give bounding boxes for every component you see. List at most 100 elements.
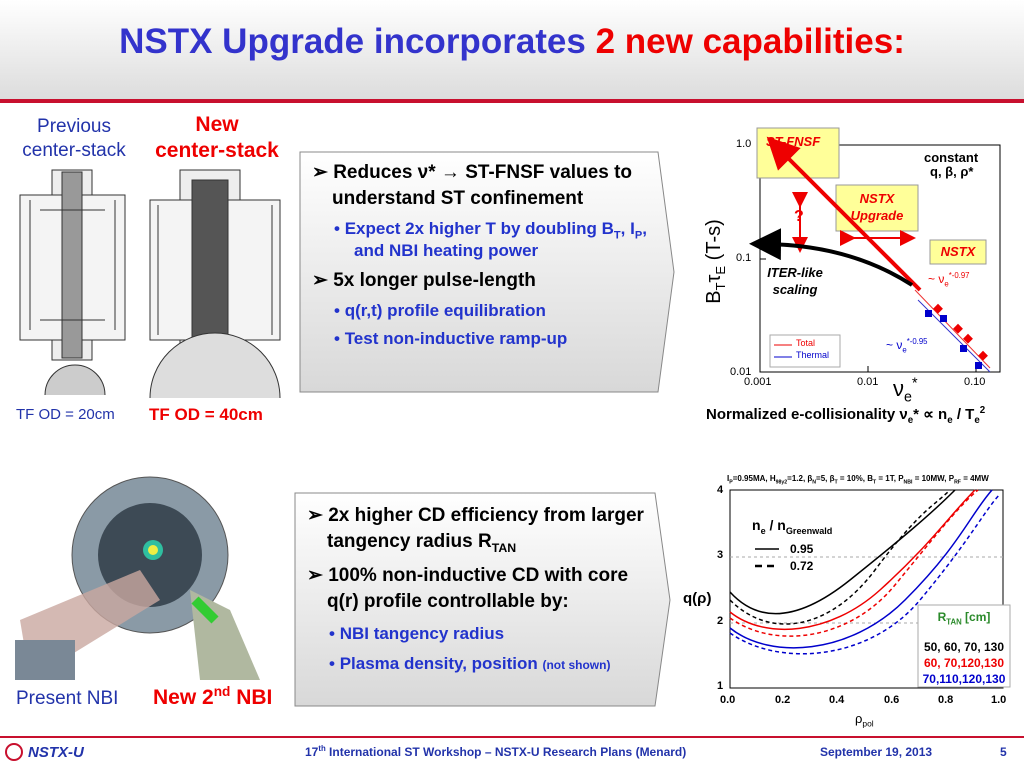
- legend-total: Total: [796, 338, 816, 348]
- text: / n: [765, 517, 786, 533]
- y-tick-label: 2: [717, 615, 724, 627]
- present-nbi: Present NBI: [16, 688, 119, 709]
- question: ?: [794, 208, 804, 225]
- text: =0.95MA, H: [732, 474, 776, 483]
- text: R: [937, 610, 947, 624]
- bullet: ➢ Reduces ν* → ST-FNSF values to underst…: [312, 160, 667, 212]
- plot2: [729, 489, 1011, 689]
- text: I: [727, 474, 730, 483]
- subscript: RF: [954, 479, 961, 486]
- tf-previous: TF OD = 20cm: [16, 406, 115, 423]
- plot1-xlabel: νe*: [893, 376, 918, 406]
- bullet-text: NBI tangency radius: [340, 624, 504, 643]
- sub-bullet: • Test non-inductive ramp-up: [334, 328, 669, 350]
- header-rule: [0, 99, 1024, 103]
- sub-bullet: • NBI tangency radius: [329, 623, 664, 645]
- subscript: N: [812, 479, 817, 486]
- plot2-xlabel: ρpol: [855, 711, 874, 728]
- text: 17: [305, 745, 319, 759]
- superscript: *-0.97: [948, 271, 970, 280]
- superscript: 2: [979, 405, 986, 416]
- subscript: Greenwald: [785, 525, 833, 536]
- bullet-marker: •: [329, 624, 340, 643]
- subscript: P: [729, 479, 733, 486]
- plot2-ylabel: q(ρ): [683, 590, 711, 607]
- bullet: ➢ 5x longer pulse-length: [312, 268, 667, 294]
- bullet-marker: •: [334, 301, 345, 320]
- text: ν: [893, 376, 904, 401]
- bullet-text: 5x longer pulse-length: [333, 270, 536, 291]
- new-label: New center-stack: [155, 113, 279, 162]
- subscript: T: [873, 479, 877, 486]
- subscript: P: [634, 229, 643, 242]
- bullet-text: Expect 2x higher T by doubling BT, IP, a…: [345, 219, 647, 260]
- text: q(ρ): [683, 590, 712, 607]
- plot1-caption: Normalized e-collisionality νe* ∝ ne / T…: [706, 405, 986, 426]
- sub-bullet: • q(r,t) profile equilibration: [334, 300, 669, 322]
- text: Reduces ν* → ST-FNSF values to understan…: [332, 162, 633, 209]
- subscript: T: [712, 282, 728, 291]
- title: NSTX Upgrade incorporates 2 new capabili…: [119, 22, 905, 61]
- x-tick-label: 0.01: [857, 376, 879, 388]
- previous-label: Previous center-stack: [22, 116, 126, 161]
- nbi-drawing: [15, 476, 260, 680]
- legend-095: 0.95: [790, 542, 814, 556]
- text: , and NBI heating power: [354, 219, 647, 260]
- text: NBI tangency radius: [339, 624, 505, 643]
- text: = 10MW, P: [912, 474, 955, 483]
- footer-date: September 19, 2013: [820, 745, 933, 759]
- subscript: E: [712, 265, 728, 275]
- text: =1.2, β: [787, 474, 813, 483]
- subscript: e: [944, 279, 949, 289]
- subscript: T: [613, 229, 621, 242]
- text: New 2: [153, 686, 214, 709]
- text: * ∝ n: [913, 406, 948, 423]
- y-tick-label: 1.0: [736, 138, 752, 150]
- x-tick-label: 0.8: [938, 694, 954, 706]
- plot1-ylabel: BTτE (T-s): [702, 219, 728, 304]
- bullet-text: Test non-inductive ramp-up: [345, 329, 568, 348]
- bullet-marker: ➢: [312, 162, 334, 183]
- x-tick-label: 0.6: [884, 694, 900, 706]
- text: , I: [620, 219, 635, 238]
- y-tick-label: 3: [717, 549, 724, 561]
- bullet-text: 100% non-inductive CD with core q(r) pro…: [327, 565, 628, 612]
- text: Plasma density, position: [339, 654, 543, 673]
- legend-thermal: Thermal: [796, 350, 830, 360]
- footer-logo: NSTX-U: [28, 744, 84, 761]
- text: = 1T, P: [876, 474, 904, 483]
- subscript: e: [904, 389, 912, 406]
- plot2-legend-title: ne / nGreenwald: [752, 517, 833, 536]
- text: [cm]: [961, 610, 991, 624]
- text: =5, β: [816, 474, 835, 483]
- constant-params: q, β, ρ*: [930, 164, 974, 179]
- text: n: [752, 517, 761, 533]
- bullet-text: q(r,t) profile equilibration: [345, 301, 546, 320]
- footer-rule: [0, 736, 1024, 738]
- rtan-red: 60, 70,120,130: [923, 656, 1005, 670]
- superscript: nd: [213, 684, 231, 699]
- fit2: ~ νe*-0.95: [886, 338, 928, 354]
- text: = 4MW: [960, 474, 989, 483]
- text: q(r,t) profile equilibration: [344, 301, 546, 320]
- footer-center: 17th International ST Workshop – NSTX-U …: [305, 745, 686, 759]
- new-centerstack-drawing: [149, 169, 281, 399]
- x-tick-label: 1.0: [991, 694, 1007, 706]
- bullet-marker: •: [329, 654, 340, 673]
- new-nbi: New 2nd NBI: [153, 684, 272, 710]
- text: (T-s): [702, 219, 725, 266]
- legend-072: 0.72: [790, 559, 814, 573]
- subscript: e: [947, 415, 953, 426]
- subscript: T: [834, 479, 838, 486]
- nstx: NSTX: [940, 244, 976, 259]
- rtan-blue: 70,110,120,130: [922, 672, 1006, 686]
- text: = 10%, B: [837, 474, 874, 483]
- text: International ST Workshop – NSTX-U Resea…: [325, 745, 687, 759]
- bullet: ➢ 100% non-inductive CD with core q(r) p…: [307, 563, 662, 615]
- rtan-title: RTAN [cm]: [918, 610, 1010, 626]
- y-tick-label: 0.1: [736, 252, 752, 264]
- box2-text: ➢ 2x higher CD efficiency from larger ta…: [295, 503, 665, 703]
- text: Normalized e-collisionality ν: [706, 406, 908, 423]
- plot1: [749, 127, 1001, 373]
